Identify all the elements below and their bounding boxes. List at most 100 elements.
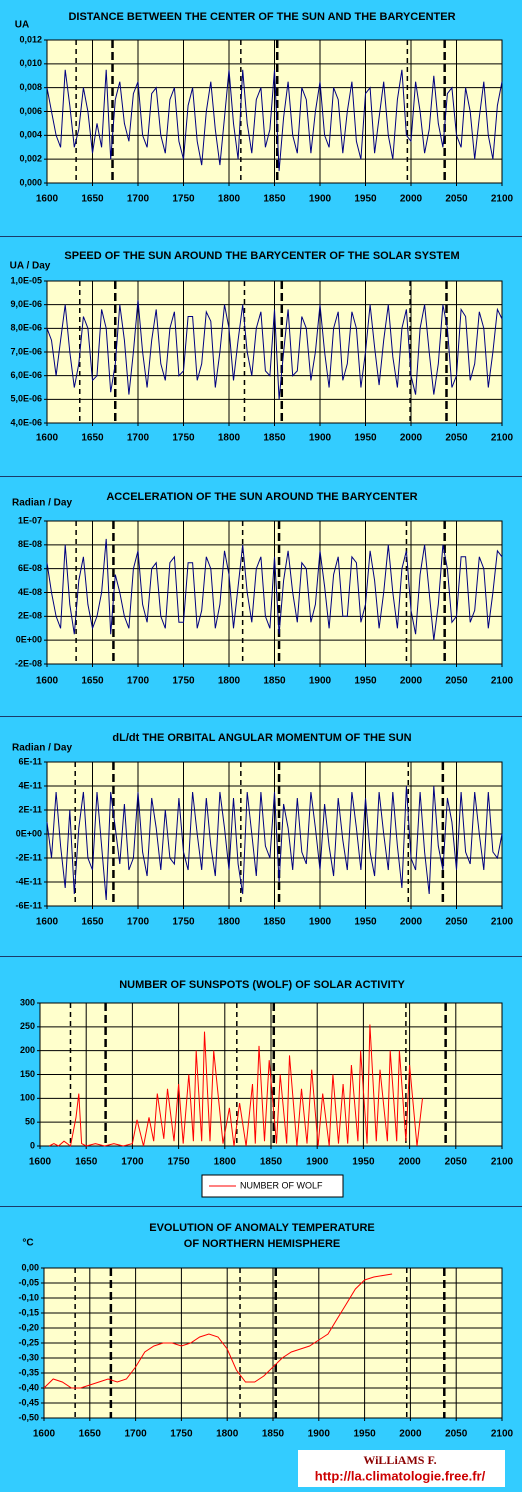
y-tick-label: -6E-11	[15, 900, 42, 910]
x-tick-label: 1800	[216, 1429, 239, 1440]
x-tick-label: 1950	[354, 917, 377, 928]
chart-title: EVOLUTION OF ANOMALY TEMPERATURE	[149, 1222, 375, 1234]
y-tick-label: 6E-08	[18, 563, 42, 573]
x-tick-label: 2050	[445, 676, 468, 687]
x-tick-label: 1650	[79, 1429, 102, 1440]
x-tick-label: 1700	[127, 917, 150, 928]
x-tick-label: 2100	[491, 194, 514, 205]
x-tick-label: 1950	[353, 1429, 376, 1440]
x-tick-label: 1650	[75, 1157, 98, 1168]
y-tick-label: 7,0E-06	[10, 346, 42, 356]
x-tick-label: 1650	[81, 917, 104, 928]
x-tick-label: 1800	[218, 433, 241, 444]
x-tick-label: 2000	[400, 917, 423, 928]
x-tick-label: 2050	[445, 433, 468, 444]
y-tick-label: 1,0E-05	[10, 275, 42, 285]
footer-box	[298, 1450, 505, 1487]
separators	[0, 236, 522, 1207]
x-tick-label: 2000	[400, 194, 423, 205]
x-tick-label: 1900	[309, 676, 332, 687]
x-tick-label: 1850	[260, 1157, 283, 1168]
x-tick-label: 1850	[263, 917, 286, 928]
x-tick-label: 1750	[172, 194, 195, 205]
chart-title: dL/dt THE ORBITAL ANGULAR MOMENTUM OF TH…	[112, 732, 411, 744]
y-tick-label: 50	[25, 1117, 35, 1127]
y-tick-label: 0,012	[19, 34, 42, 44]
x-tick-label: 2000	[400, 433, 423, 444]
x-tick-label: 1800	[218, 194, 241, 205]
y-tick-label: -0,15	[18, 1307, 39, 1317]
y-tick-label: -0,30	[18, 1352, 39, 1362]
x-tick-label: 1850	[263, 433, 286, 444]
data-line	[46, 538, 503, 641]
x-tick-label: 1900	[306, 1157, 329, 1168]
y-tick-label: 0E+00	[16, 828, 42, 838]
y-tick-label: 6E-11	[18, 756, 42, 766]
chart-title: OF NORTHERN HEMISPHERE	[184, 1238, 340, 1250]
x-tick-label: 1700	[121, 1157, 144, 1168]
footer-author: WiLLiAMS F.	[363, 1453, 436, 1467]
y-tick-label: 0,006	[19, 106, 42, 116]
y-tick-label: 0	[30, 1140, 35, 1150]
y-tick-label: 4E-11	[18, 780, 42, 790]
y-tick-label: 9,0E-06	[10, 299, 42, 309]
x-tick-label: 1950	[352, 1157, 375, 1168]
y-tick-label: 0,010	[19, 58, 42, 68]
data-line	[48, 1024, 423, 1147]
x-tick-label: 2050	[445, 917, 468, 928]
data-line	[46, 299, 503, 400]
x-tick-label: 1650	[81, 194, 104, 205]
y-tick-label: 2E-08	[18, 611, 42, 621]
x-tick-label: 1850	[263, 194, 286, 205]
x-tick-label: 2100	[491, 1157, 514, 1168]
y-tick-label: 8E-08	[18, 539, 42, 549]
x-tick-label: 1700	[127, 433, 150, 444]
y-tick-label: 1E-07	[18, 515, 42, 525]
x-tick-label: 1800	[218, 917, 241, 928]
data-line	[43, 1273, 393, 1389]
x-tick-label: 1700	[127, 676, 150, 687]
x-tick-label: 1900	[308, 1429, 331, 1440]
x-tick-label: 1600	[36, 433, 59, 444]
x-tick-label: 1650	[81, 433, 104, 444]
y-tick-label: -0,50	[18, 1412, 39, 1422]
chart-title: DISTANCE BETWEEN THE CENTER OF THE SUN A…	[68, 11, 455, 23]
y-tick-label: -0,20	[18, 1322, 39, 1332]
data-line	[46, 69, 503, 172]
y-tick-label: -4E-11	[15, 876, 42, 886]
x-tick-label: 1850	[262, 1429, 285, 1440]
y-tick-label: 0,008	[19, 82, 42, 92]
y-tick-label: 4E-08	[18, 587, 42, 597]
x-tick-label: 1950	[354, 433, 377, 444]
x-tick-label: 1950	[354, 676, 377, 687]
x-tick-label: 1900	[309, 194, 332, 205]
chart-title: SPEED OF THE SUN AROUND THE BARYCENTER O…	[64, 250, 459, 262]
x-tick-label: 2000	[400, 676, 423, 687]
y-tick-label: 200	[20, 1045, 35, 1055]
legend-box	[201, 1174, 344, 1198]
x-tick-label: 1600	[36, 194, 59, 205]
x-tick-label: 1650	[81, 676, 104, 687]
x-tick-label: 1600	[33, 1429, 56, 1440]
x-tick-label: 2050	[445, 194, 468, 205]
x-tick-label: 1750	[172, 433, 195, 444]
y-tick-label: 6,0E-06	[10, 370, 42, 380]
footer-url: http://la.climatologie.free.fr/	[315, 1468, 486, 1483]
x-tick-label: 2000	[398, 1157, 421, 1168]
y-tick-label: 0,004	[19, 130, 42, 140]
x-tick-label: 2100	[491, 917, 514, 928]
y-tick-label: -0,25	[18, 1337, 39, 1347]
x-tick-label: 1750	[167, 1157, 190, 1168]
x-tick-label: 1600	[36, 676, 59, 687]
y-axis-label: UA	[15, 20, 29, 31]
y-tick-label: 0,000	[19, 177, 42, 187]
x-tick-label: 1750	[172, 917, 195, 928]
x-tick-label: 1750	[170, 1429, 193, 1440]
x-tick-label: 1750	[172, 676, 195, 687]
y-tick-label: 150	[20, 1069, 35, 1079]
legend-label: NUMBER OF WOLF	[240, 1180, 323, 1190]
x-tick-label: 2050	[445, 1429, 468, 1440]
x-tick-label: 2000	[399, 1429, 422, 1440]
